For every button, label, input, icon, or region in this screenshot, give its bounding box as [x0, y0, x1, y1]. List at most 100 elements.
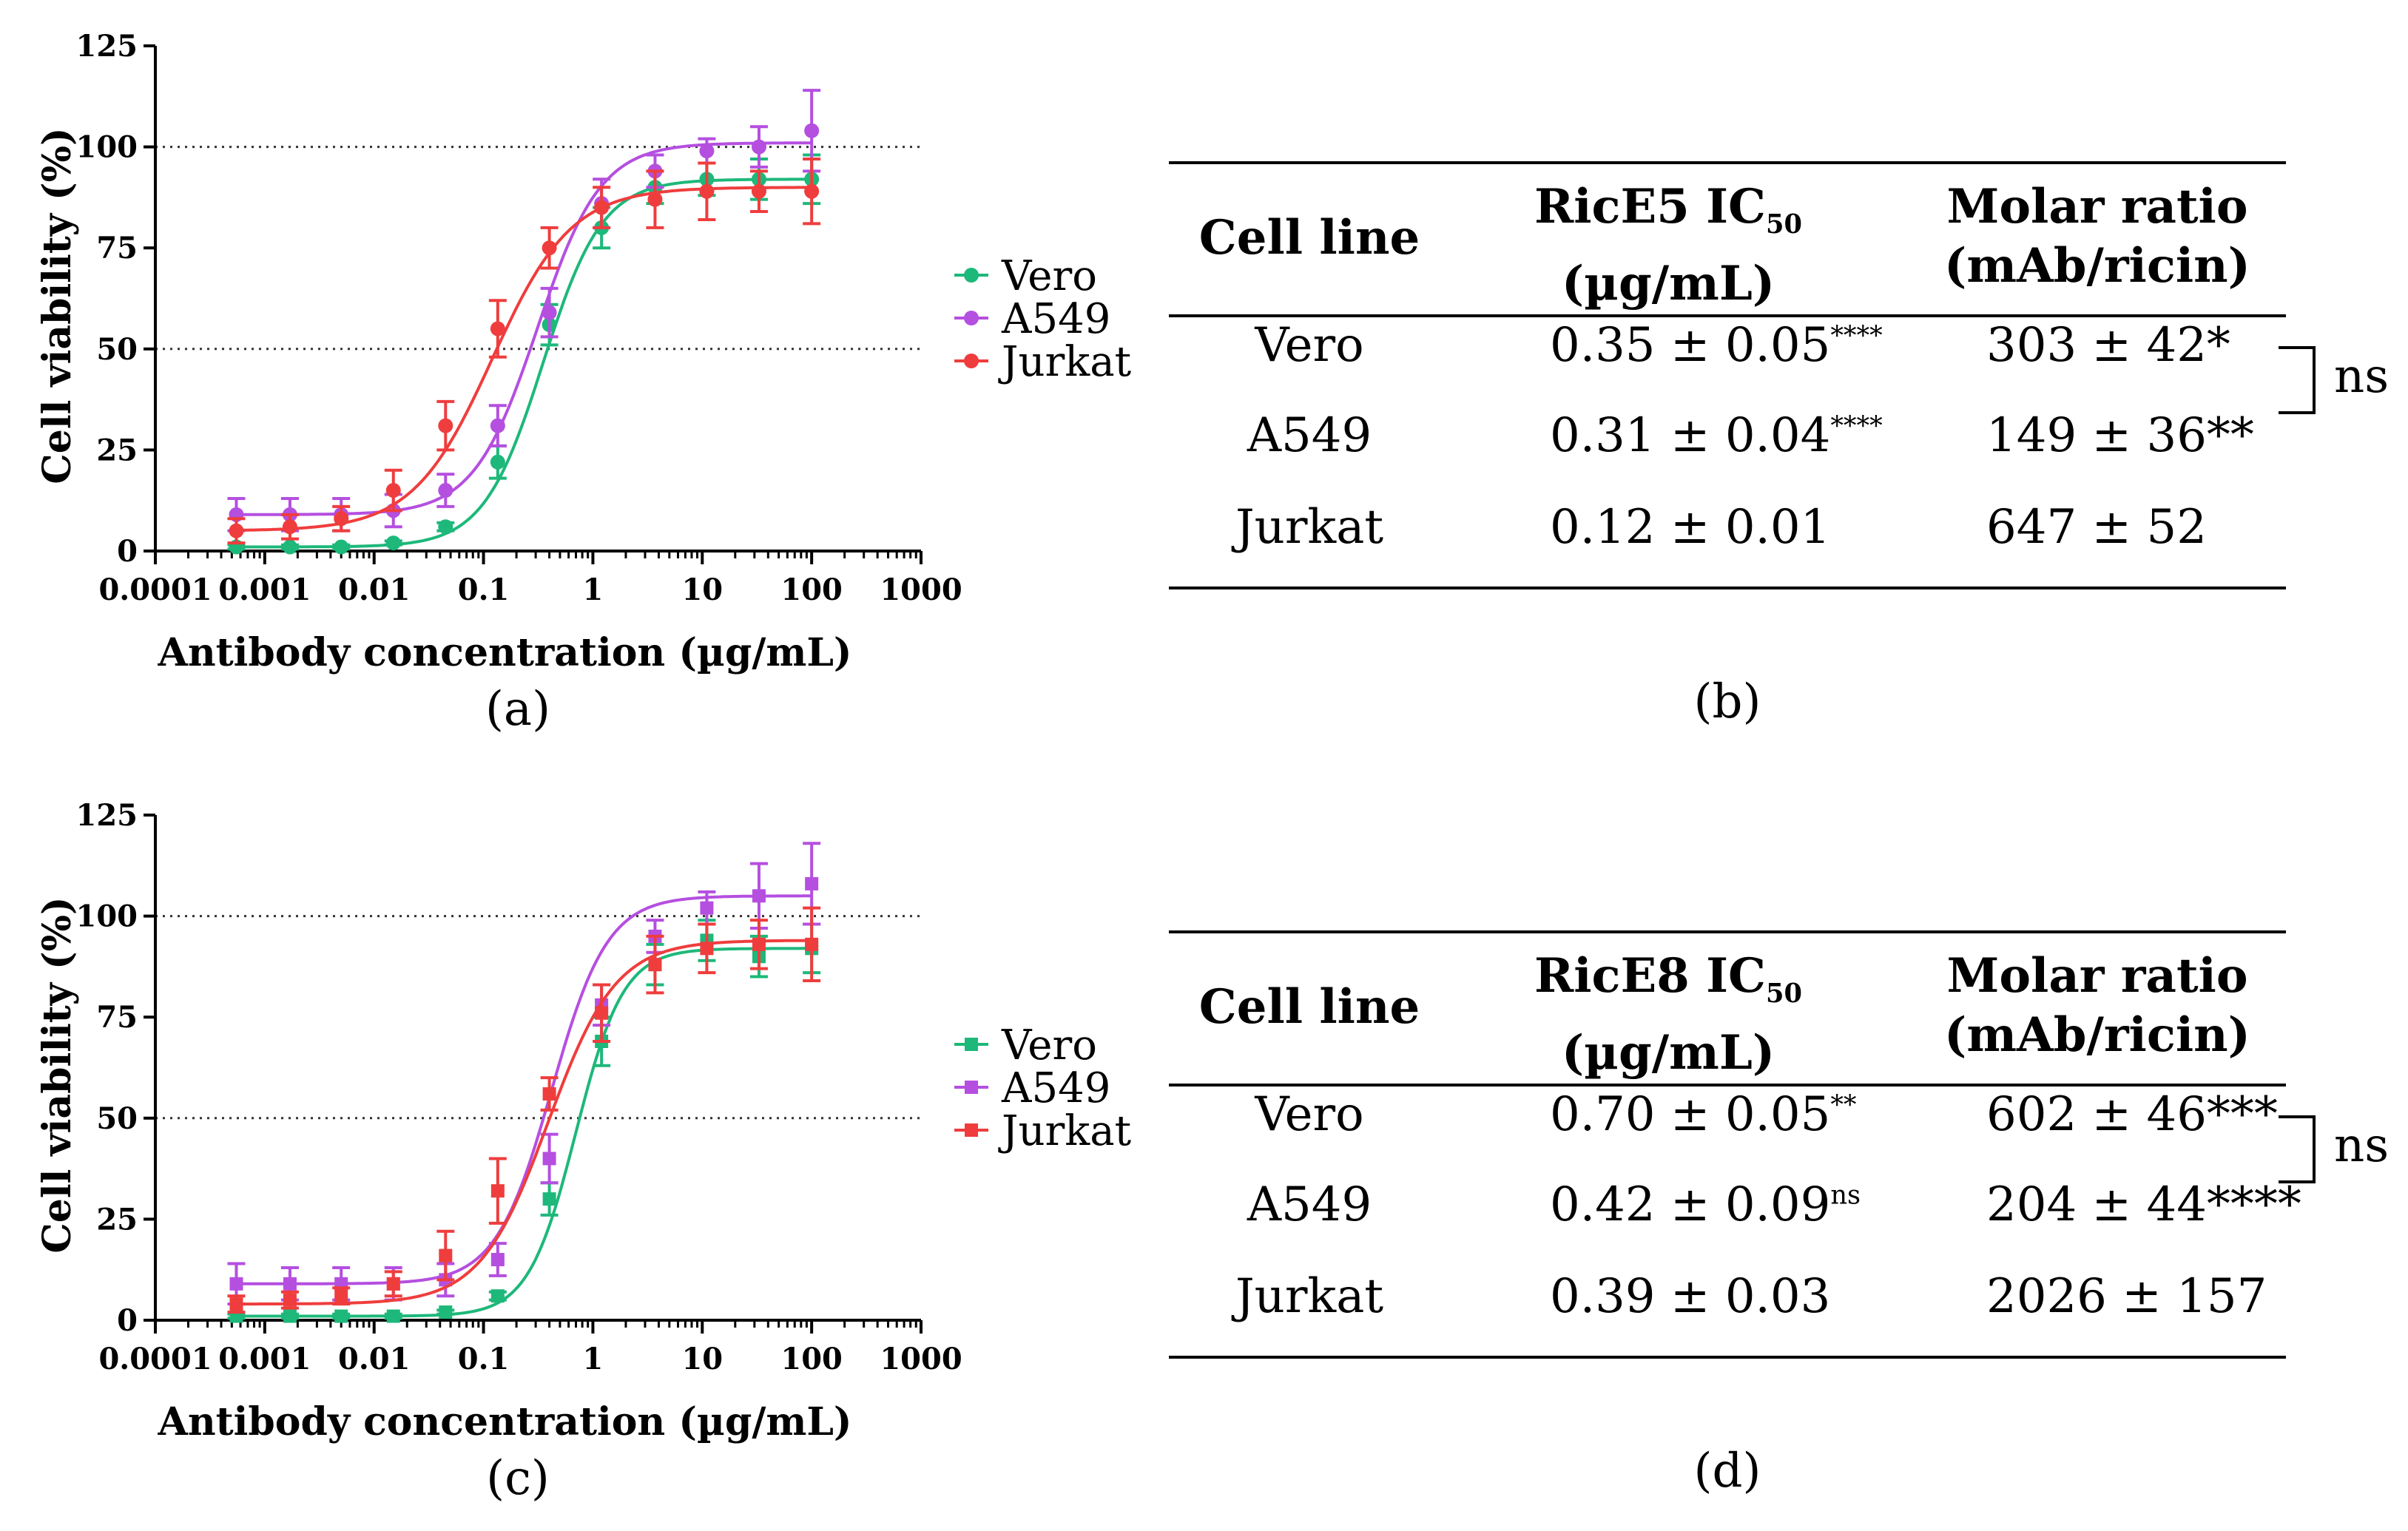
data-point — [542, 240, 557, 256]
series-jurkat — [227, 906, 821, 1314]
column-header: Cell line — [1073, 978, 1546, 1037]
ic50-value: 0.39 ± 0.03 — [1550, 1269, 1830, 1324]
bracket-top — [2279, 1115, 2316, 1118]
x-tick-label: 0.001 — [218, 572, 311, 607]
data-point — [439, 1305, 453, 1319]
data-point — [438, 519, 453, 535]
column-header: Cell line — [1073, 209, 1546, 268]
data-point — [283, 1293, 297, 1307]
legend-label: A549 — [1001, 295, 1110, 343]
legend-marker — [964, 311, 979, 325]
data-point — [334, 1289, 348, 1303]
ic50-significance: **** — [1830, 320, 1883, 351]
molar-ratio-value: 204 ± 44**** — [1986, 1177, 2301, 1232]
column-header-main: RicE5 IC — [1534, 179, 1766, 234]
cell-line-name: A549 — [1247, 408, 1372, 463]
cell-line-name: Vero — [1255, 318, 1364, 373]
data-point — [805, 937, 819, 951]
legend-item-jurkat: Jurkat — [954, 338, 1132, 386]
cell-line-name: A549 — [1247, 1177, 1372, 1232]
molar-number: 647 ± 52 — [1986, 500, 2207, 555]
panel-label: (d) — [1693, 1444, 1761, 1498]
data-point — [439, 1248, 453, 1263]
molar-ratio-value: 647 ± 52 — [1986, 500, 2207, 555]
ic50-number: 0.31 ± 0.04 — [1550, 408, 1831, 463]
ic50-value: 0.42 ± 0.09ns — [1550, 1177, 1861, 1232]
data-point — [229, 1277, 243, 1291]
ic50-significance: ns — [1830, 1180, 1861, 1211]
legend-marker — [965, 1123, 978, 1137]
panel-label: (b) — [1693, 675, 1761, 729]
column-header-unit: (mAb/ricin) — [1944, 1007, 2250, 1063]
x-tick-label: 100 — [780, 1342, 843, 1376]
ic50-number: 0.12 ± 0.01 — [1550, 500, 1831, 555]
data-point — [229, 523, 244, 538]
x-tick-label: 0.1 — [458, 1342, 510, 1376]
data-point — [385, 483, 401, 498]
data-point — [334, 511, 349, 527]
column-header: Molar ratio (mAb/ricin) — [1861, 178, 2334, 296]
data-point — [804, 123, 820, 138]
y-tick-label: 75 — [96, 231, 138, 266]
fit-curve-vero — [236, 178, 812, 549]
data-point — [334, 1309, 348, 1323]
bracket-label: ns — [2334, 1118, 2390, 1173]
x-tick-label: 0.1 — [458, 572, 510, 607]
bracket-side — [2313, 346, 2316, 414]
legend-label: Vero — [1001, 1021, 1097, 1069]
column-header-main: Molar ratio — [1946, 948, 2248, 1004]
data-point — [647, 192, 663, 207]
x-tick-label: 100 — [780, 572, 843, 607]
data-point — [334, 539, 349, 555]
data-point — [699, 183, 715, 199]
data-point — [229, 1297, 243, 1311]
legend-label: A549 — [1001, 1064, 1110, 1112]
table-header-rule — [1169, 314, 2286, 317]
data-point — [595, 1006, 609, 1020]
data-point — [386, 1309, 400, 1323]
legend-label: Vero — [1001, 252, 1097, 300]
table-bottom-rule — [1169, 587, 2286, 589]
column-header-main: Cell line — [1198, 979, 1420, 1035]
ic50-significance: **** — [1830, 410, 1883, 442]
molar-significance: ** — [2206, 408, 2254, 463]
data-point — [752, 889, 766, 903]
column-header-main: Molar ratio — [1946, 179, 2248, 234]
dose-response-chart-rice8: 0 25 50 75 100 125 0.0001 0.001 0.01 0.1 1 10 100 100… — [35, 798, 1132, 1506]
ic50-value: 0.12 ± 0.01 — [1550, 500, 1830, 555]
data-point — [700, 901, 714, 915]
series-a549 — [227, 842, 821, 1306]
cell-line-name: Vero — [1255, 1087, 1364, 1142]
legend-item-a549: A549 — [954, 1064, 1110, 1112]
data-point — [699, 143, 715, 159]
bracket-bottom — [2279, 411, 2316, 414]
y-tick-label: 50 — [96, 1101, 138, 1136]
series-a549 — [227, 89, 821, 533]
legend-marker — [965, 1081, 978, 1094]
molar-number: 2026 ± 157 — [1986, 1269, 2267, 1324]
data-point — [804, 183, 820, 199]
data-point — [542, 1192, 556, 1206]
data-point — [490, 418, 505, 433]
ic50-value: 0.70 ± 0.05** — [1550, 1087, 1857, 1142]
data-point — [490, 1184, 505, 1198]
column-header: Molar ratio (mAb/ricin) — [1861, 947, 2334, 1065]
bracket-side — [2313, 1115, 2316, 1183]
column-header-unit: (mAb/ricin) — [1944, 238, 2250, 294]
fit-curve-vero — [236, 947, 812, 1318]
legend-item-vero: Vero — [954, 252, 1097, 300]
molar-number: 602 ± 46 — [1986, 1087, 2207, 1142]
column-header: RicE5 IC50 (µg/mL) — [1431, 178, 1905, 314]
legend-item-a549: A549 — [954, 295, 1110, 343]
series-jurkat — [227, 157, 821, 545]
y-tick-label: 25 — [96, 1202, 138, 1237]
ic50-table-rice5: Cell line RicE5 IC50 (µg/mL) Molar ratio (mA… — [1169, 0, 2408, 740]
y-tick-label: 25 — [96, 433, 138, 467]
ic50-value: 0.35 ± 0.05**** — [1550, 318, 1883, 373]
x-tick-label: 0.01 — [338, 1342, 410, 1376]
x-tick-label: 0.001 — [218, 1342, 311, 1376]
data-point — [594, 200, 610, 215]
y-axis-title: Cell viability (%) — [35, 127, 80, 484]
molar-ratio-value: 149 ± 36** — [1986, 408, 2254, 463]
table-top-rule — [1169, 930, 2286, 933]
